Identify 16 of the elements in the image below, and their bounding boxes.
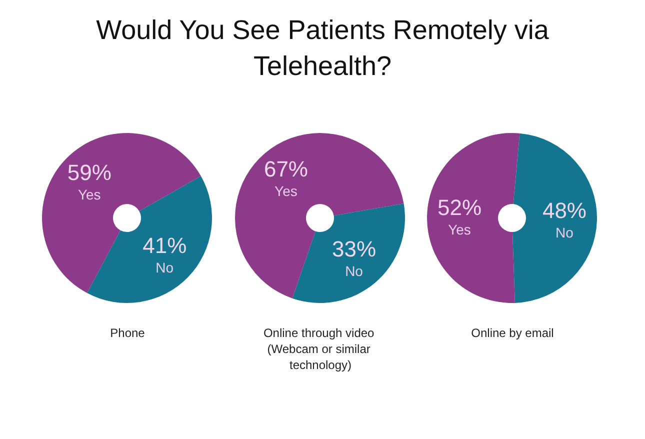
text: Phone — [110, 326, 146, 340]
text: Online through video (Webcam or similar technology) — [263, 326, 378, 372]
slice-label: Yes — [448, 222, 471, 238]
data-label: 33% — [332, 236, 376, 262]
data-label: 41% — [142, 233, 187, 258]
data-label: 48% — [542, 198, 587, 223]
slice-label: Yes — [274, 183, 298, 200]
slice-label: Yes — [78, 186, 101, 202]
text: Online by email — [471, 326, 554, 340]
data-label: 67% — [264, 156, 308, 182]
slice-label: No — [345, 262, 364, 279]
data-label: 59% — [67, 160, 112, 185]
slice-label: No — [556, 224, 574, 240]
slice-label: No — [156, 260, 174, 276]
text: Would You See Patients Remotely via Telehealth? — [95, 14, 550, 83]
data-label: 52% — [437, 195, 482, 220]
